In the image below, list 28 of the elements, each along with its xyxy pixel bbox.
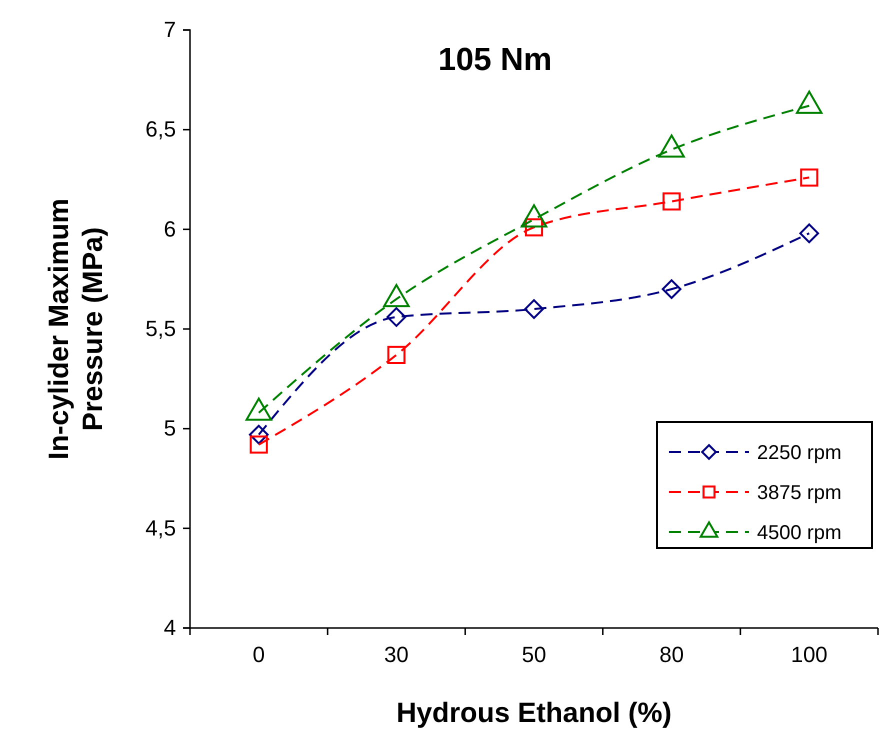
- x-tick-label: 0: [252, 642, 265, 667]
- point: [250, 436, 268, 454]
- x-tick-label: 100: [790, 642, 828, 667]
- point: [662, 279, 682, 299]
- point: [799, 223, 820, 244]
- y-tick-label: 6: [164, 216, 176, 242]
- x-tick-label: 80: [659, 642, 684, 667]
- y-tick-label: 7: [164, 17, 176, 42]
- point: [387, 346, 406, 364]
- y-tick-label: 6,5: [145, 116, 176, 142]
- y-tick-label: 5,5: [145, 316, 176, 342]
- legend-label: 3875 rpm: [757, 482, 842, 504]
- x-tick-label: 30: [384, 642, 409, 667]
- legend-label: 4500 rpm: [757, 522, 842, 544]
- y-tick-label: 4,5: [145, 515, 176, 540]
- y-axis-title: In-cylider Maximum Pressure (MPa): [43, 198, 108, 460]
- y-tick-label: 4: [164, 615, 176, 640]
- point: [524, 299, 544, 319]
- chart-title: 105 Nm: [438, 41, 552, 77]
- x-axis-title: Hydrous Ethanol (%): [396, 697, 672, 728]
- y-tick-label: 5: [164, 416, 176, 441]
- x-tick-label: 50: [522, 642, 546, 667]
- point: [248, 424, 269, 445]
- point: [524, 218, 544, 236]
- point: [662, 192, 681, 210]
- point: [386, 307, 406, 327]
- point: [800, 168, 818, 187]
- legend-label: 2250 rpm: [757, 442, 842, 464]
